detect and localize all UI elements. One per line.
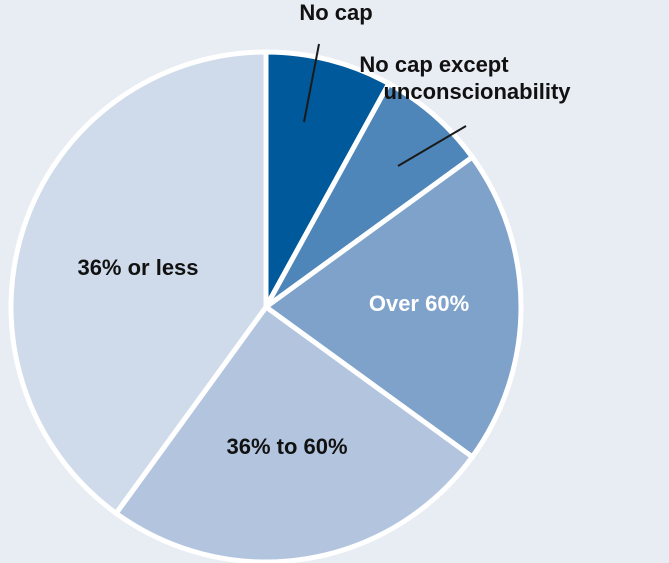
- leader-line-no-cap: [303, 43, 320, 123]
- slice-label-36pct-or-less: 36% or less: [77, 255, 198, 280]
- pie-slice-over-60pct: [261, 153, 524, 461]
- slice-label-no-cap-except-unconscionability: No cap except unconscionability: [359, 52, 571, 104]
- leader-line-no-cap-except-unconscionability: [397, 125, 467, 167]
- slice-label-over-60pct: Over 60%: [369, 291, 469, 316]
- slice-label-line: unconscionability: [383, 79, 571, 104]
- slice-label-no-cap: No cap: [299, 0, 372, 25]
- slice-label-line: No cap except: [359, 52, 509, 77]
- pie-slice-36pct-to-60pct: [112, 303, 476, 563]
- pie-slice-36pct-or-less: [8, 49, 269, 517]
- pie-slice-no-cap: [263, 49, 393, 309]
- slice-label-36pct-to-60pct: 36% to 60%: [226, 434, 347, 459]
